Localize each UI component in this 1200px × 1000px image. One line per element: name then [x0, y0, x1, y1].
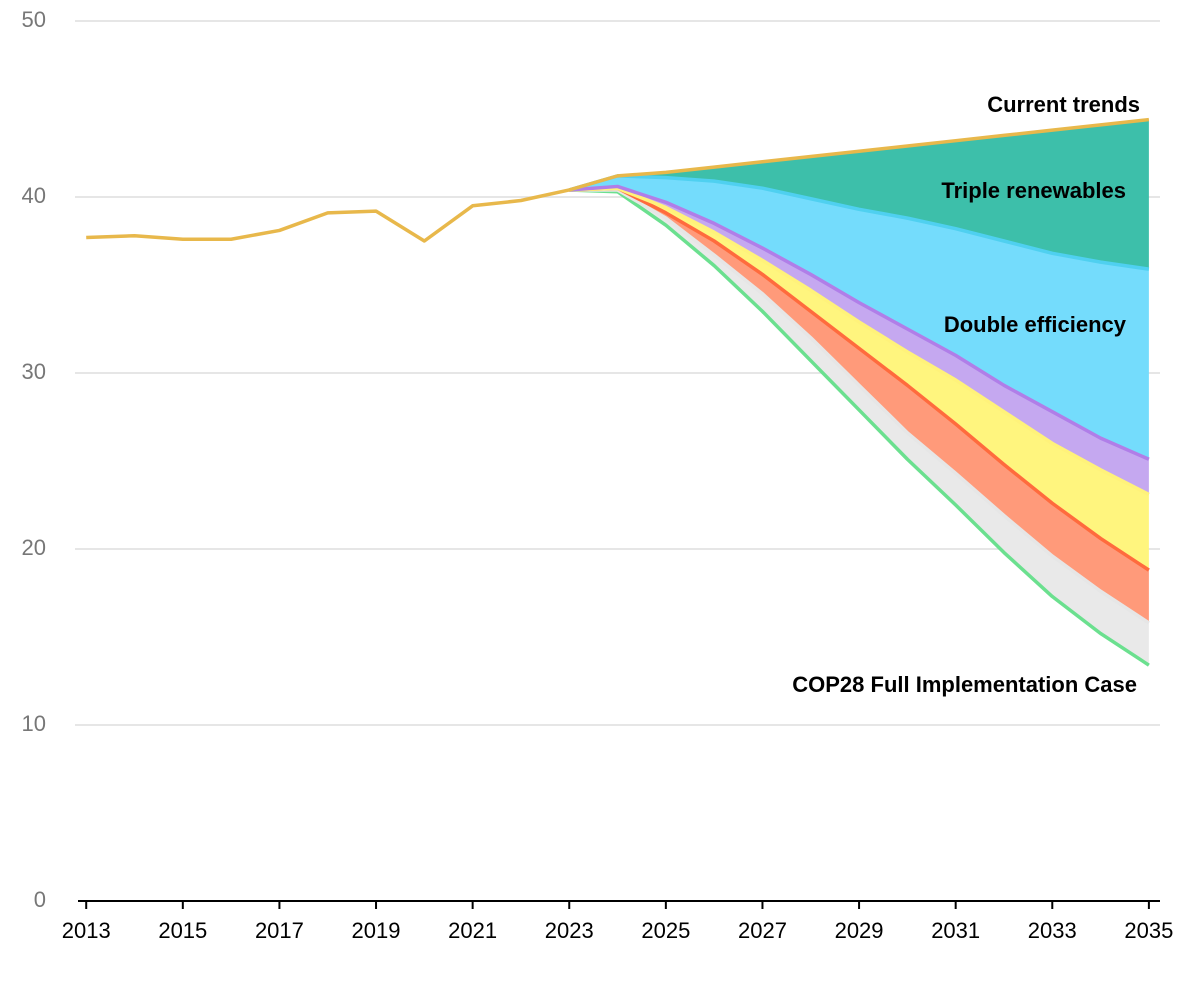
series-line [569, 186, 1150, 572]
x-tick-label: 2013 [62, 918, 111, 943]
x-tick-label: 2017 [255, 918, 304, 943]
x-tick-label: 2029 [835, 918, 884, 943]
series-line [569, 184, 1150, 461]
x-tick-label: 2019 [352, 918, 401, 943]
y-tick-label: 0 [34, 887, 46, 912]
y-tick-label: 20 [22, 535, 46, 560]
x-tick-label: 2031 [931, 918, 980, 943]
x-tick-label: 2033 [1028, 918, 1077, 943]
series-line [569, 188, 1150, 625]
x-tick-label: 2025 [641, 918, 690, 943]
y-tick-label: 50 [22, 7, 46, 32]
band-area [569, 175, 1149, 460]
x-tick-label: 2035 [1124, 918, 1173, 943]
y-tick-label: 40 [22, 183, 46, 208]
series-line [86, 117, 1150, 243]
x-tick-label: 2027 [738, 918, 787, 943]
series-label: Double efficiency [944, 312, 1127, 337]
y-tick-label: 30 [22, 359, 46, 384]
series-line [569, 188, 1150, 667]
series-line [568, 174, 1150, 271]
series-label: COP28 Full Implementation Case [792, 672, 1137, 697]
y-tick-label: 10 [22, 711, 46, 736]
x-tick-label: 2015 [158, 918, 207, 943]
x-tick-label: 2023 [545, 918, 594, 943]
series-line [569, 186, 1150, 496]
series-label: Current trends [987, 92, 1140, 117]
x-tick-label: 2021 [448, 918, 497, 943]
band-area [569, 189, 1149, 666]
band-area [569, 119, 1149, 270]
series-label: Triple renewables [941, 178, 1126, 203]
